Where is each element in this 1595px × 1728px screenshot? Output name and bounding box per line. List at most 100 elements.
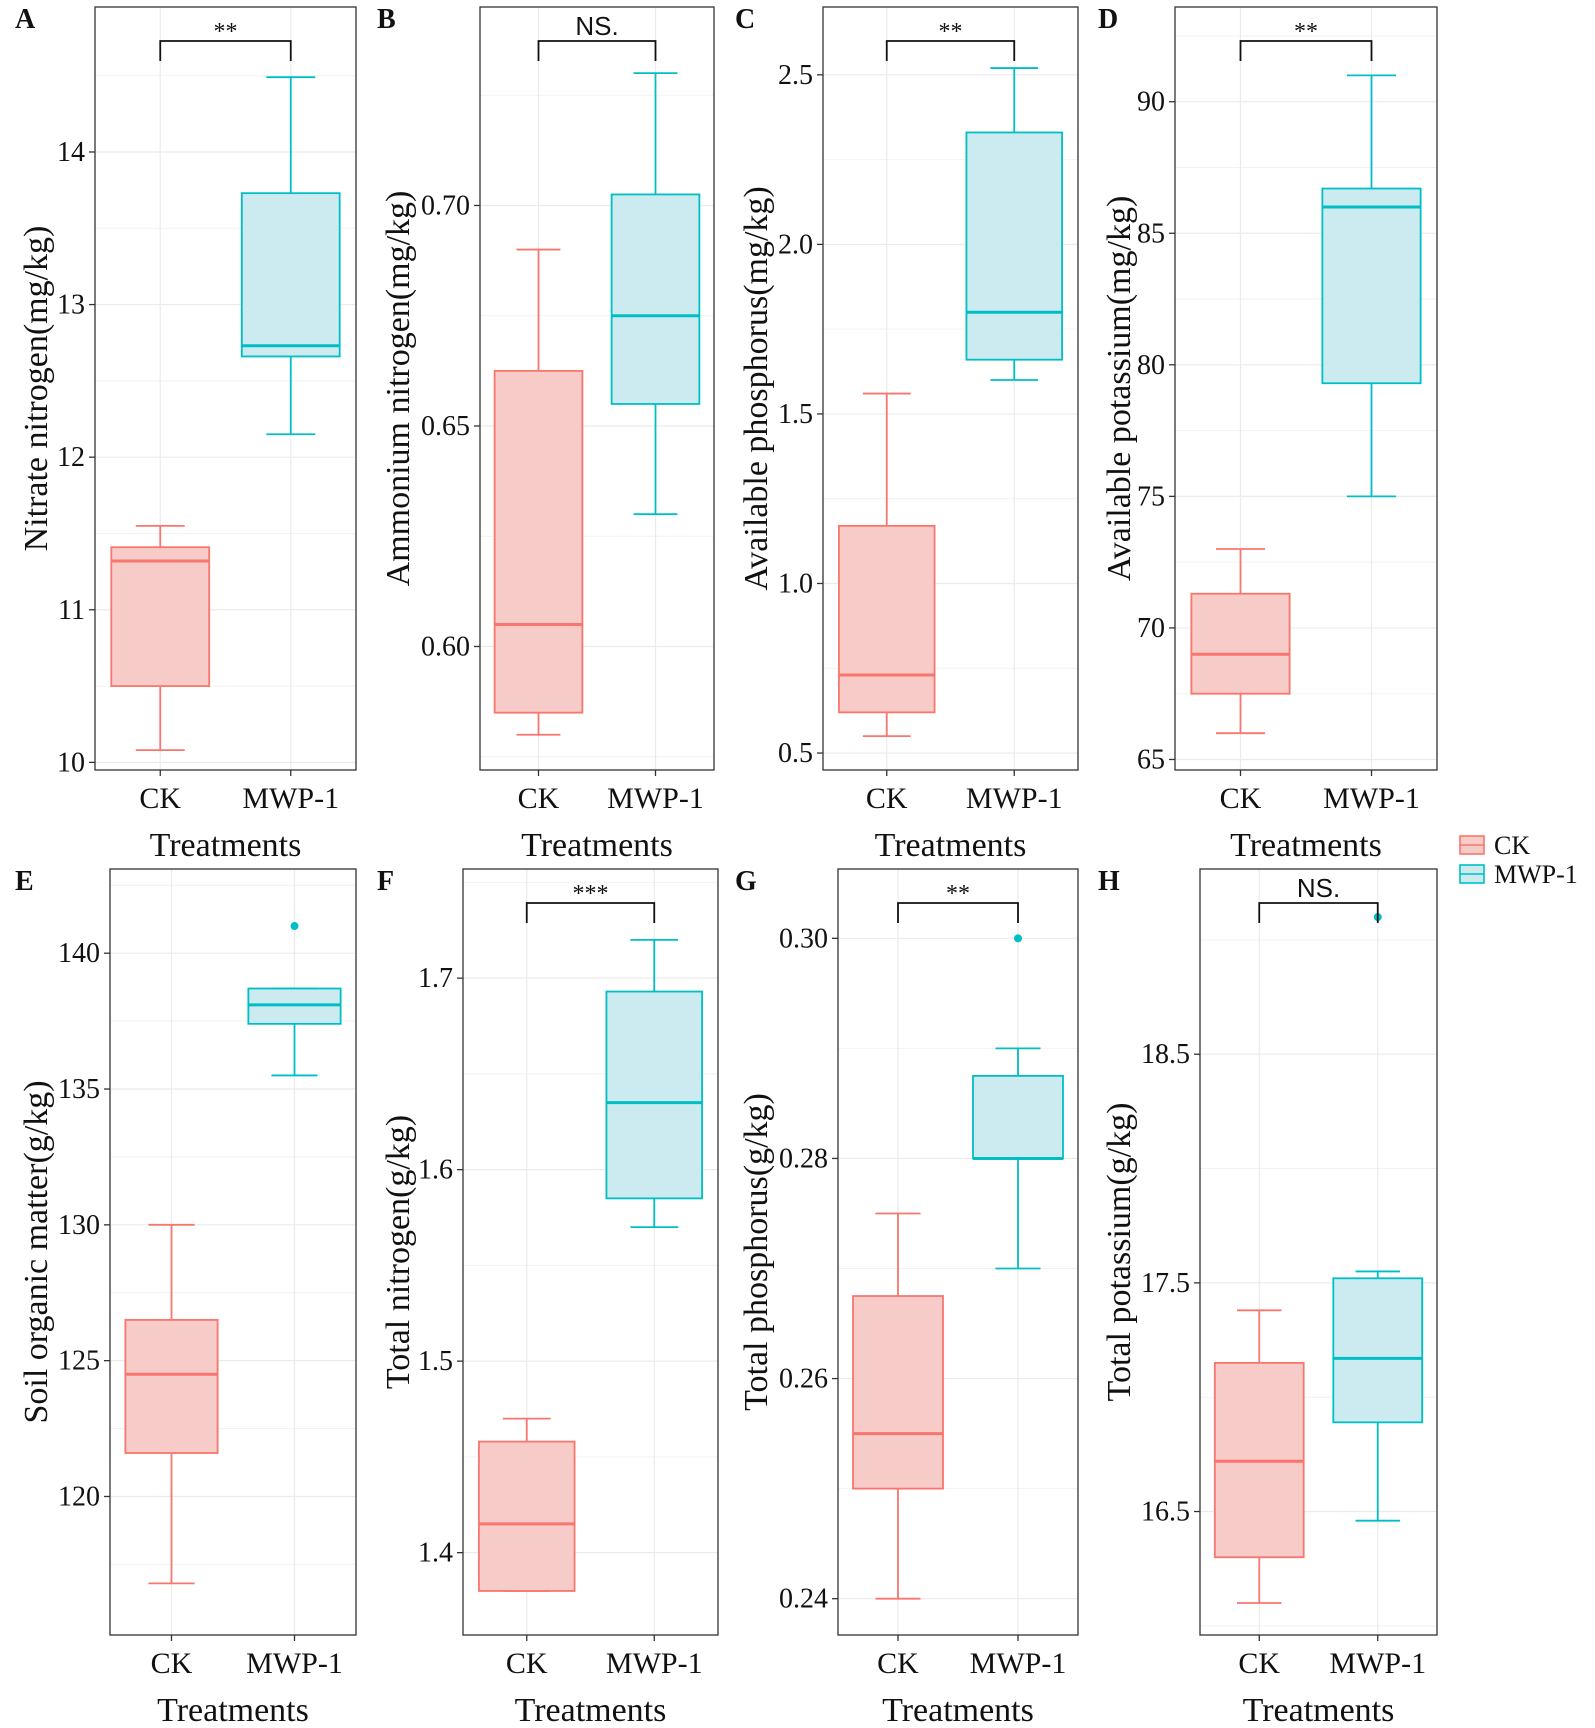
y-tick-label: 11 [58, 595, 85, 626]
significance-bracket [885, 40, 1016, 61]
y-tick-label: 17.5 [1141, 1268, 1190, 1299]
panel-H: NS. 16.5 17.5 18.5 CK MWP-1 Treatments Total po… [1098, 866, 1438, 1728]
significance-bracket [897, 902, 1019, 923]
box-iqr [240, 192, 341, 358]
panel-E: 120 125 130 135 140 CK MWP-1 Treatments Soil org… [15, 866, 357, 1728]
panel-D: ** 65 70 75 80 85 90 CK MWP-1 Treatments Available… [1098, 4, 1438, 864]
significance-bracket [1258, 902, 1379, 923]
y-tick-label: 75 [1137, 481, 1165, 512]
y-tick-label: 0.5 [778, 738, 813, 769]
y-axis-title: Total potassium(g/kg) [1101, 1103, 1138, 1402]
panel-letter: F [377, 866, 394, 897]
box-iqr [124, 1319, 219, 1454]
y-tick-label: 10 [57, 747, 85, 778]
box-iqr [972, 1075, 1064, 1160]
y-tick-label: 18.5 [1141, 1039, 1190, 1070]
plot-border [822, 6, 1079, 771]
significance-label: *** [573, 881, 609, 907]
y-tick-label: 1.0 [778, 568, 813, 599]
box-mwp-1 [972, 934, 1064, 1270]
box-iqr [1321, 187, 1422, 385]
x-tick-label: MWP-1 [1323, 782, 1420, 815]
y-tick-label: 0.60 [421, 632, 470, 663]
box-ck [1213, 1309, 1305, 1604]
panel-letter: C [735, 4, 755, 35]
x-tick-label: MWP-1 [970, 1647, 1067, 1680]
x-axis-title: Treatments [521, 827, 673, 864]
outlier-point [1014, 934, 1022, 943]
y-tick-label: 14 [57, 137, 85, 168]
box-iqr [610, 193, 701, 405]
x-axis-title: Treatments [1230, 827, 1382, 864]
box-mwp-1 [1321, 74, 1422, 498]
legend-label: MWP-1 [1494, 860, 1578, 889]
y-tick-label: 80 [1137, 350, 1165, 381]
y-tick-label: 1.6 [418, 1155, 453, 1186]
panel-letter: D [1098, 4, 1118, 35]
y-axis-title: Soil organic matter(g/kg) [18, 1080, 55, 1423]
x-tick-label: MWP-1 [242, 782, 339, 815]
x-tick-label: CK [151, 1647, 193, 1680]
panel-B: NS. 0.60 0.65 0.70 CK MWP-1 Treatments Ammonium… [377, 4, 715, 864]
x-tick-label: MWP-1 [1329, 1647, 1426, 1680]
x-tick-label: CK [866, 782, 908, 815]
panel-letter: E [15, 866, 34, 897]
box-mwp-1 [1332, 913, 1424, 1522]
box-mwp-1 [965, 67, 1063, 381]
significance-bracket [159, 40, 292, 61]
box-mwp-1 [610, 72, 701, 516]
box-ck [852, 1212, 944, 1600]
box-mwp-1 [240, 76, 341, 436]
panel-letter: H [1098, 866, 1120, 897]
x-tick-label: CK [1220, 782, 1262, 815]
y-tick-label: 130 [58, 1210, 100, 1241]
x-tick-label: MWP-1 [246, 1647, 343, 1680]
significance-label: NS. [575, 11, 618, 41]
x-tick-label: CK [877, 1647, 919, 1680]
x-axis-title: Treatments [882, 1692, 1034, 1728]
x-tick-label: CK [506, 1647, 548, 1680]
box-iqr [838, 524, 936, 714]
y-tick-label: 2.0 [778, 229, 813, 260]
y-tick-label: 140 [58, 938, 100, 969]
plot-border [1174, 6, 1438, 771]
box-ck [838, 392, 936, 737]
box-iqr [605, 990, 703, 1200]
y-axis-title: Ammonium nitrogen(mg/kg) [380, 191, 417, 587]
box-ck [478, 1417, 576, 1592]
plot-border [94, 6, 357, 771]
plot-border [1199, 868, 1438, 1636]
y-tick-label: 120 [58, 1481, 100, 1512]
box-iqr [852, 1295, 944, 1490]
legend-label: CK [1494, 831, 1530, 860]
y-tick-label: 1.7 [418, 963, 453, 994]
y-tick-label: 0.65 [421, 411, 470, 442]
y-tick-label: 16.5 [1141, 1497, 1190, 1528]
y-axis-title: Total nitrogen(g/kg) [380, 1115, 417, 1389]
plot-border [837, 868, 1079, 1636]
panel-letter: A [15, 4, 36, 35]
box-ck [1190, 548, 1291, 735]
box-mwp-1 [605, 938, 703, 1229]
plot-border [462, 868, 719, 1636]
y-tick-label: 65 [1137, 744, 1165, 775]
y-tick-label: 1.5 [778, 399, 813, 430]
x-tick-label: MWP-1 [966, 782, 1063, 815]
plot-border [109, 868, 357, 1636]
panel-C: ** 0.5 1.0 1.5 2.0 2.5 CK MWP-1 Treatments Availa… [735, 4, 1079, 864]
y-axis-title: Available phosphorus(mg/kg) [738, 186, 775, 590]
box-iqr [478, 1440, 576, 1592]
x-tick-label: CK [518, 782, 560, 815]
y-tick-label: 1.5 [418, 1346, 453, 1377]
significance-bracket [525, 902, 656, 923]
y-tick-label: 0.28 [779, 1143, 828, 1174]
box-ck [110, 524, 211, 752]
y-axis-title: Total phosphorus(g/kg) [738, 1093, 775, 1411]
y-tick-label: 2.5 [778, 60, 813, 91]
panel-F: *** 1.4 1.5 1.6 1.7 CK MWP-1 Treatments Total ni… [377, 866, 719, 1728]
x-tick-label: CK [139, 782, 181, 815]
box-iqr [493, 369, 584, 714]
x-axis-title: Treatments [875, 827, 1027, 864]
